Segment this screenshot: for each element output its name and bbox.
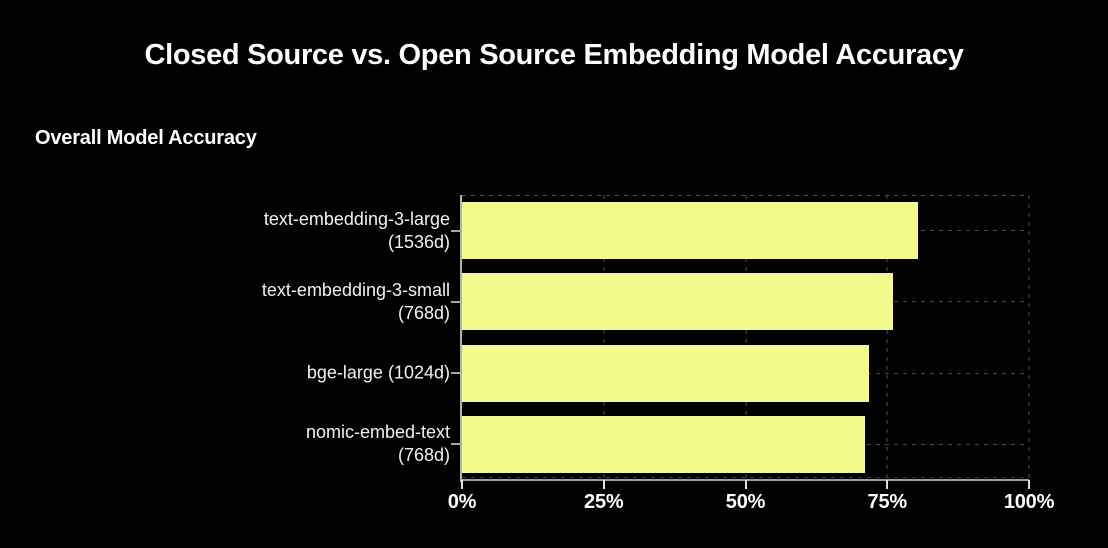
y-tick [451, 300, 462, 303]
x-gridline [745, 195, 746, 478]
x-tick [886, 480, 889, 489]
bar-text-embedding-3-large-1536d- [462, 202, 919, 260]
y-axis-label: bge-large (1024d) [306, 362, 450, 383]
section-label: Overall Model Accuracy [35, 127, 257, 149]
plot-area: 0% 25% 50% 75% 100% [448, 195, 1054, 513]
y-axis-spine [460, 195, 462, 482]
y-axis-label: text-embedding-3-large (1536d) [263, 208, 450, 252]
y-tick [451, 443, 462, 446]
x-tick-label: 0% [447, 491, 477, 513]
y-tick [451, 372, 462, 375]
y-axis-label: text-embedding-3-small (768d) [261, 279, 450, 323]
x-tick-label: 25% [584, 491, 624, 513]
y-tick [451, 229, 462, 232]
x-tick-label: 100% [1003, 491, 1055, 513]
x-axis-dashed-edge [462, 477, 1029, 478]
y-axis-label: nomic-embed-text (768d) [305, 422, 450, 466]
bar-text-embedding-3-small-768d- [462, 273, 893, 331]
chart-title: Closed Source vs. Open Source Embedding … [144, 39, 964, 71]
x-tick [1028, 480, 1030, 489]
x-tick [602, 480, 605, 489]
x-gridline [603, 195, 605, 478]
x-tick-label: 50% [725, 491, 766, 513]
x-gridline [886, 195, 888, 478]
x-tick [461, 480, 463, 489]
x-tick-label: 75% [867, 491, 908, 513]
x-gridline [1028, 195, 1030, 478]
bar-bge-large-1024d- [462, 344, 869, 402]
y-axis-labels: text-embedding-3-large (1536d) text-embedd… [0, 195, 450, 480]
x-tick [744, 480, 747, 489]
bar-nomic-embed-text-768d- [462, 415, 865, 473]
